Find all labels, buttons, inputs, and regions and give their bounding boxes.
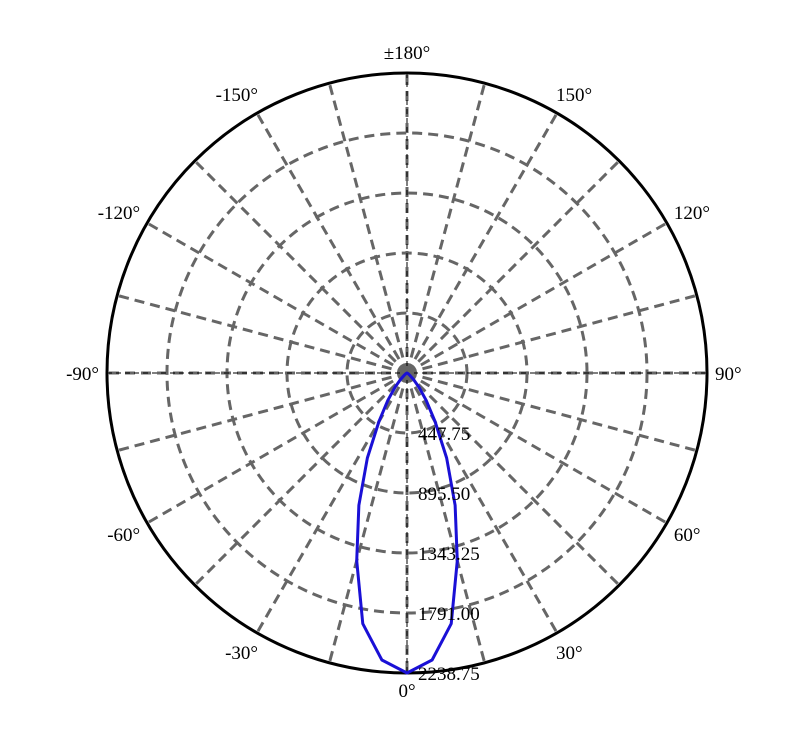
grid-spoke	[146, 371, 408, 525]
angle-tick-label: ±180°	[384, 43, 431, 64]
angle-tick-label: 90°	[715, 364, 742, 385]
angle-tick-label: -150°	[216, 85, 258, 106]
angle-tick-label: 60°	[674, 525, 701, 546]
grid-spoke	[405, 371, 621, 587]
radial-tick-label: 2238.75	[418, 664, 480, 685]
angle-tick-label: 150°	[556, 85, 592, 106]
grid-spoke	[193, 371, 409, 587]
angle-tick-label: 120°	[674, 203, 710, 224]
series-line	[355, 371, 459, 675]
grid-spoke	[406, 371, 668, 525]
radial-tick-label: 1791.00	[418, 604, 480, 625]
grid-spoke	[405, 112, 559, 374]
grid-spoke	[116, 371, 408, 453]
radial-tick-label: 1343.25	[418, 544, 480, 565]
angle-tick-label: 0°	[398, 681, 415, 702]
grid-spoke	[406, 371, 698, 453]
grid-spoke	[405, 159, 621, 375]
angle-tick-label: -120°	[98, 203, 140, 224]
angle-tick-label: -30°	[225, 643, 258, 664]
angle-tick-label: 30°	[556, 643, 583, 664]
grid-spoke	[146, 221, 408, 375]
grid-spoke	[406, 221, 668, 375]
radial-tick-label: 895.50	[418, 484, 470, 505]
angle-tick-label: -60°	[107, 525, 140, 546]
grid-spoke	[406, 293, 698, 375]
angle-tick-label: -90°	[66, 364, 99, 385]
grid-spoke	[405, 82, 487, 374]
grid-spoke	[327, 372, 409, 664]
grid-spoke	[405, 372, 487, 664]
radial-tick-label: 447.75	[418, 424, 470, 445]
grid-spoke	[327, 82, 409, 374]
grid-spoke	[116, 293, 408, 375]
grid-spoke	[255, 112, 409, 374]
grid-spoke	[193, 159, 409, 375]
